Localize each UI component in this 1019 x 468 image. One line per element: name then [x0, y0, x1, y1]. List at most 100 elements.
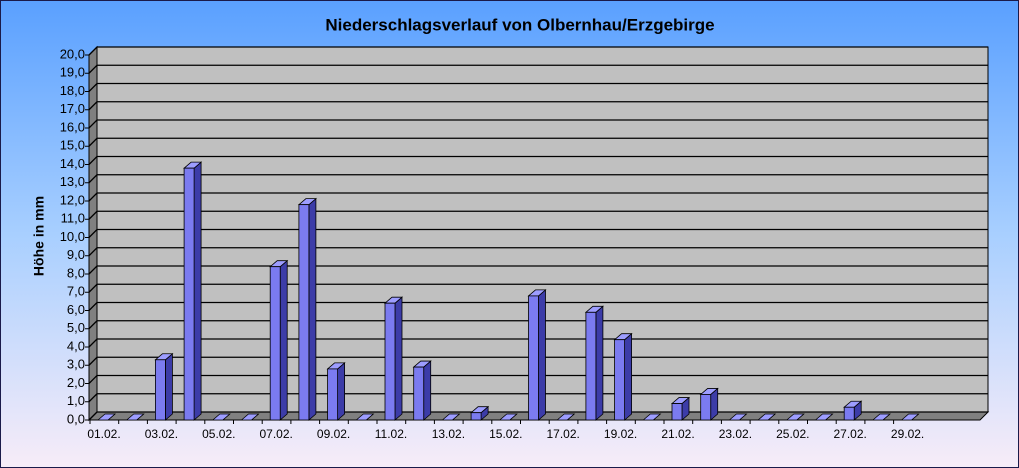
y-tick-label: 3,0 [67, 357, 85, 372]
bar [757, 413, 777, 421]
bar-front [269, 266, 281, 421]
bar-side [337, 362, 346, 421]
grid-line [88, 301, 988, 311]
grid-line [88, 338, 988, 348]
y-tick-label: 0,0 [67, 411, 85, 426]
bar-front [528, 295, 539, 421]
bar-front [183, 167, 195, 421]
bar [183, 161, 203, 421]
bar-top [757, 413, 777, 421]
grid-line [88, 210, 988, 220]
bar-top [642, 413, 662, 421]
bar-side [595, 305, 604, 421]
bar [96, 413, 117, 421]
y-tick-label: 14,0 [60, 156, 85, 171]
bar-top [785, 413, 805, 421]
bar [498, 413, 518, 421]
bar [441, 413, 461, 421]
x-tick-label: 23.02. [719, 427, 752, 441]
bar [211, 413, 231, 421]
bar-front [470, 412, 482, 421]
bar-top [441, 413, 461, 421]
x-tick-label: 11.02. [375, 427, 407, 441]
y-tick-label: 13,0 [60, 174, 85, 189]
bar [556, 413, 576, 421]
x-tick-label: 25.02. [776, 427, 809, 441]
bar [326, 362, 346, 421]
bar-top [900, 413, 920, 421]
plot-area: 0,0 1,0 2,0 3,0 4,0 5,0 6,0 7,0 8,0 9,0 10,0 11,0 12… [60, 45, 990, 441]
bar-side [308, 197, 317, 421]
grid-line [88, 283, 988, 293]
bar-side [394, 296, 403, 421]
grid-line [88, 46, 988, 56]
x-tick-label: 05.02. [202, 427, 235, 441]
bar [269, 259, 289, 421]
bar-front [671, 403, 683, 421]
x-tick-label: 07.02. [260, 427, 293, 441]
y-tick-label: 17,0 [60, 101, 85, 116]
bar [240, 413, 260, 421]
bar-side [164, 352, 173, 421]
bar [125, 413, 145, 421]
bar-top [498, 413, 518, 421]
bar [355, 413, 375, 421]
y-tick-label: 16,0 [60, 119, 85, 134]
y-tick-label: 6,0 [67, 302, 85, 317]
chart-title: Niederschlagsverlauf von Olbernhau/Erzge… [325, 15, 714, 34]
grid-line [88, 393, 988, 403]
bar [297, 197, 317, 421]
x-tick-label: 19.02. [604, 427, 637, 441]
bar-top [814, 413, 834, 421]
bar [699, 387, 719, 421]
bar [814, 413, 834, 421]
bar-top [556, 413, 576, 421]
y-tick-label: 19,0 [60, 65, 85, 80]
y-tick-label: 2,0 [67, 375, 85, 390]
grid-line [88, 228, 988, 238]
y-tick-label: 15,0 [60, 138, 85, 153]
bar [670, 396, 691, 421]
bar-top [96, 413, 117, 421]
bar-front [413, 366, 425, 421]
grid-line [88, 247, 988, 257]
bar-side [624, 332, 632, 421]
grid-line [88, 356, 988, 366]
x-tick-label: 01.02. [87, 427, 120, 441]
grid-line [88, 82, 988, 92]
bar-front [700, 394, 712, 421]
bar-top [125, 413, 145, 421]
bar-front [327, 368, 339, 421]
bar-top [871, 413, 891, 421]
bar [900, 413, 920, 421]
x-tick-label: 09.02. [317, 427, 350, 441]
grid-line [88, 137, 988, 147]
y-tick-label: 20,0 [60, 46, 85, 61]
grid-line [88, 411, 988, 421]
bar [642, 413, 662, 421]
bar-top [355, 413, 375, 421]
bar [154, 352, 174, 421]
bar [613, 332, 633, 421]
bar-front [298, 204, 310, 421]
bar-side [193, 161, 202, 421]
y-tick-label: 8,0 [67, 265, 85, 280]
y-tick-label: 5,0 [67, 320, 85, 335]
bar-front [585, 311, 597, 421]
bar-side [423, 360, 432, 421]
bar-front [843, 406, 855, 421]
bar [584, 305, 604, 421]
bar-front [154, 359, 166, 421]
bar [728, 413, 748, 421]
x-tick-label: 03.02. [145, 427, 178, 441]
bar [470, 405, 490, 421]
bar [785, 413, 805, 421]
bar [412, 360, 432, 421]
grid-line [88, 320, 988, 330]
x-tick-label: 21.02. [661, 427, 694, 441]
x-tick-label: 27.02. [834, 427, 867, 441]
x-tick-label: 13.02. [432, 427, 465, 441]
bar-top [240, 413, 260, 421]
y-tick-label: 1,0 [67, 393, 85, 408]
y-axis-label: Höhe in mm [31, 196, 47, 276]
